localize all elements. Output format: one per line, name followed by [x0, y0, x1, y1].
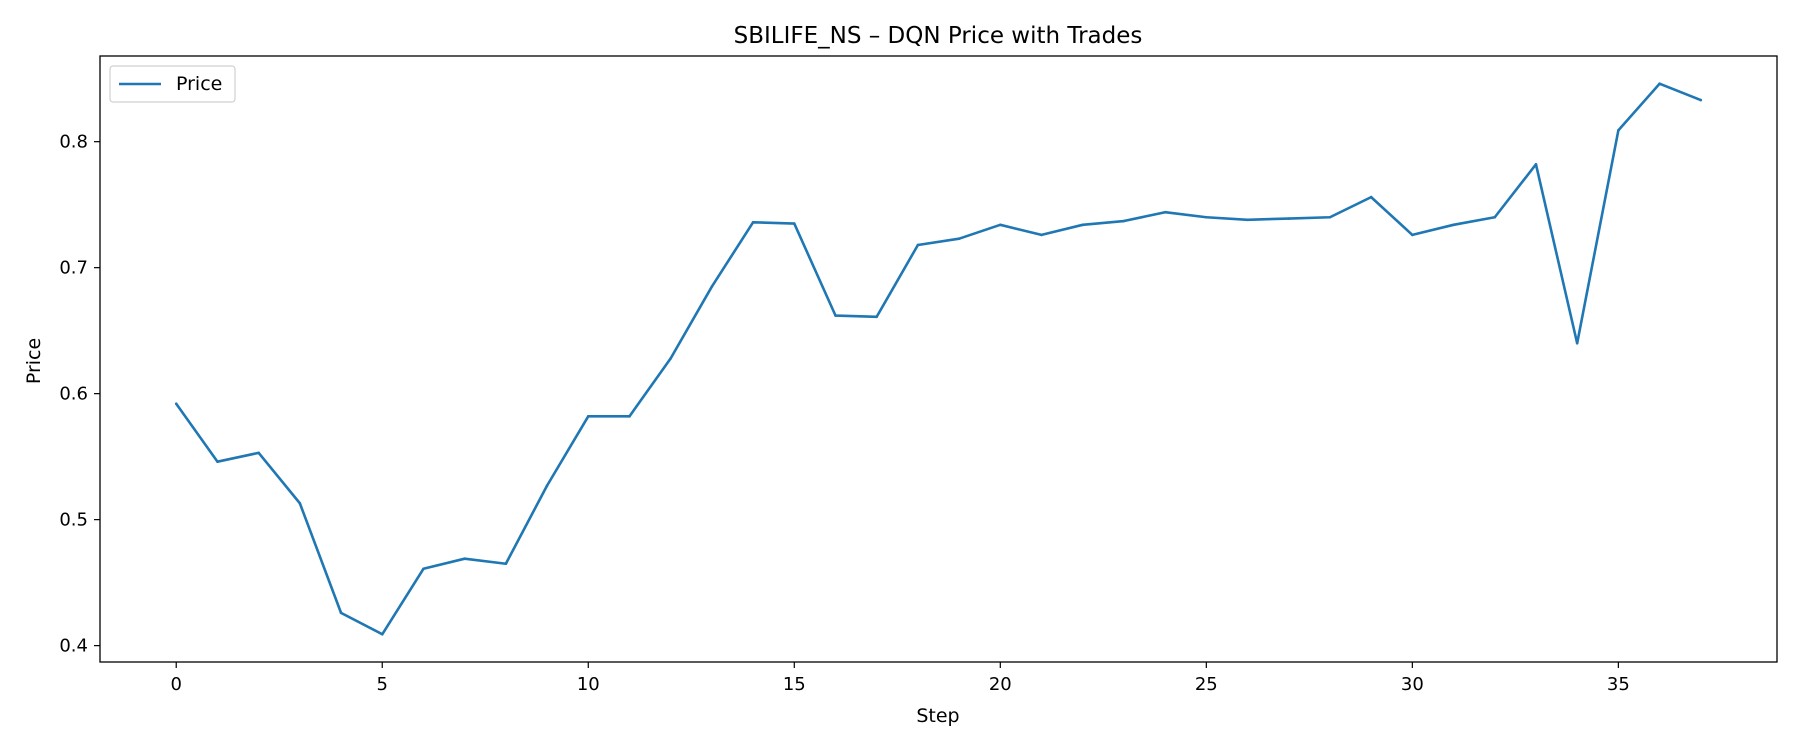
data-point: [751, 221, 755, 224]
data-point: [1163, 210, 1167, 214]
data-point: [834, 314, 837, 317]
data-point: [1081, 223, 1085, 227]
x-axis-label: Step: [916, 705, 959, 727]
y-tick-label: 0.8: [59, 132, 88, 153]
data-point: [380, 632, 384, 636]
data-point: [174, 402, 178, 406]
data-point: [1534, 163, 1538, 166]
axes: 0 5 10 15 20 25 30 35 0.4 0.5 0.6 0.7 0.8: [59, 55, 1778, 695]
x-tick-label: 35: [1607, 674, 1630, 695]
data-point: [1411, 233, 1414, 237]
data-point: [298, 501, 302, 505]
data-point: [1658, 82, 1661, 86]
data-point: [1617, 129, 1620, 132]
y-tick-label: 0.5: [59, 510, 88, 531]
data-point: [422, 567, 425, 571]
axes-frame: [99, 55, 1778, 663]
data-point: [669, 357, 672, 360]
data-point: [916, 243, 920, 247]
chart-title: SBILIFE_NS – DQN Price with Trades: [734, 23, 1143, 49]
plot-area: [174, 82, 1703, 636]
data-point: [957, 237, 961, 240]
data-point: [586, 415, 590, 418]
series-line-price: [175, 82, 1702, 636]
data-point: [1699, 98, 1703, 102]
y-tick-label: 0.7: [59, 258, 88, 279]
y-axis-label: Price: [23, 338, 45, 384]
data-point: [875, 315, 878, 319]
data-point: [257, 451, 260, 455]
y-tick-label: 0.6: [59, 384, 88, 405]
data-point: [1246, 218, 1249, 222]
x-tick-label: 20: [989, 674, 1012, 695]
data-point: [1493, 215, 1497, 219]
data-point: [339, 611, 343, 615]
data-point: [1040, 233, 1043, 237]
data-point: [216, 460, 219, 463]
data-point: [1452, 223, 1455, 227]
x-tick-label: 10: [577, 674, 600, 695]
x-tick-label: 25: [1195, 674, 1218, 695]
legend-label-price: Price: [176, 73, 222, 95]
data-point: [1369, 195, 1373, 199]
data-point: [1287, 217, 1291, 220]
x-tick-label: 15: [783, 674, 806, 695]
data-point: [463, 557, 466, 560]
x-tick-label: 0: [171, 674, 182, 695]
data-point: [1122, 219, 1126, 223]
x-tick-label: 5: [377, 674, 388, 695]
data-point: [1328, 215, 1332, 219]
data-point: [545, 484, 549, 487]
legend-box: [109, 65, 236, 103]
x-tick-label: 30: [1401, 674, 1424, 695]
data-point: [710, 285, 714, 288]
y-tick-label: 0.4: [59, 636, 88, 657]
data-point: [999, 223, 1002, 227]
data-point: [792, 222, 796, 225]
legend: Price: [109, 65, 236, 103]
data-point: [504, 562, 508, 566]
data-point: [1205, 215, 1208, 219]
data-point: [1575, 341, 1579, 345]
data-point: [628, 415, 631, 418]
